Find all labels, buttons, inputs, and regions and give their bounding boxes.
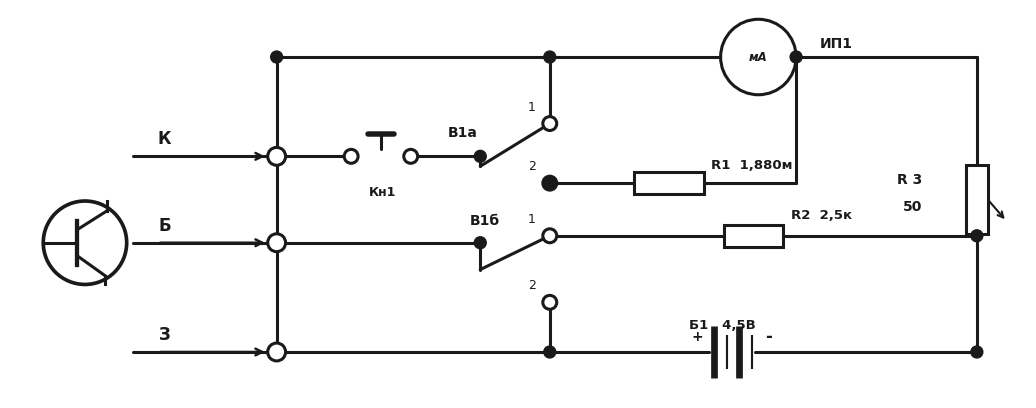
Text: Б1   4,5В: Б1 4,5В (689, 319, 755, 332)
Text: -: - (765, 328, 772, 346)
Circle shape (474, 151, 486, 162)
Circle shape (267, 147, 286, 165)
Text: З: З (159, 326, 170, 344)
Circle shape (544, 51, 555, 63)
Circle shape (543, 229, 556, 243)
Circle shape (474, 237, 486, 249)
Text: 2: 2 (528, 279, 536, 293)
Circle shape (270, 51, 283, 63)
Circle shape (971, 230, 983, 242)
Circle shape (344, 149, 358, 163)
Text: Б: Б (159, 217, 171, 235)
Circle shape (544, 177, 555, 189)
Bar (723, 225, 783, 247)
Text: R2  2,5к: R2 2,5к (792, 209, 853, 222)
Text: 1: 1 (528, 213, 536, 226)
Circle shape (270, 346, 283, 358)
Text: 2: 2 (528, 160, 536, 173)
Circle shape (971, 346, 983, 358)
Circle shape (267, 343, 286, 361)
Text: 50: 50 (902, 200, 922, 215)
Text: 1: 1 (528, 101, 536, 113)
Circle shape (44, 201, 126, 284)
Text: К: К (157, 131, 171, 149)
Circle shape (543, 176, 556, 190)
Circle shape (543, 295, 556, 309)
Circle shape (544, 346, 555, 358)
Bar (634, 172, 703, 194)
Circle shape (543, 117, 556, 131)
Circle shape (790, 51, 802, 63)
Circle shape (267, 234, 286, 252)
Text: ИП1: ИП1 (819, 37, 853, 51)
Text: В1б: В1б (470, 214, 500, 228)
Circle shape (721, 19, 796, 95)
Text: Кн1: Кн1 (369, 186, 397, 199)
Text: В1а: В1а (448, 126, 478, 140)
Circle shape (404, 149, 418, 163)
Bar (966, 165, 987, 234)
Text: R 3: R 3 (897, 173, 922, 187)
Text: R1  1,880м: R1 1,880м (711, 159, 793, 172)
Text: мА: мА (749, 51, 768, 64)
Text: +: + (692, 330, 703, 344)
